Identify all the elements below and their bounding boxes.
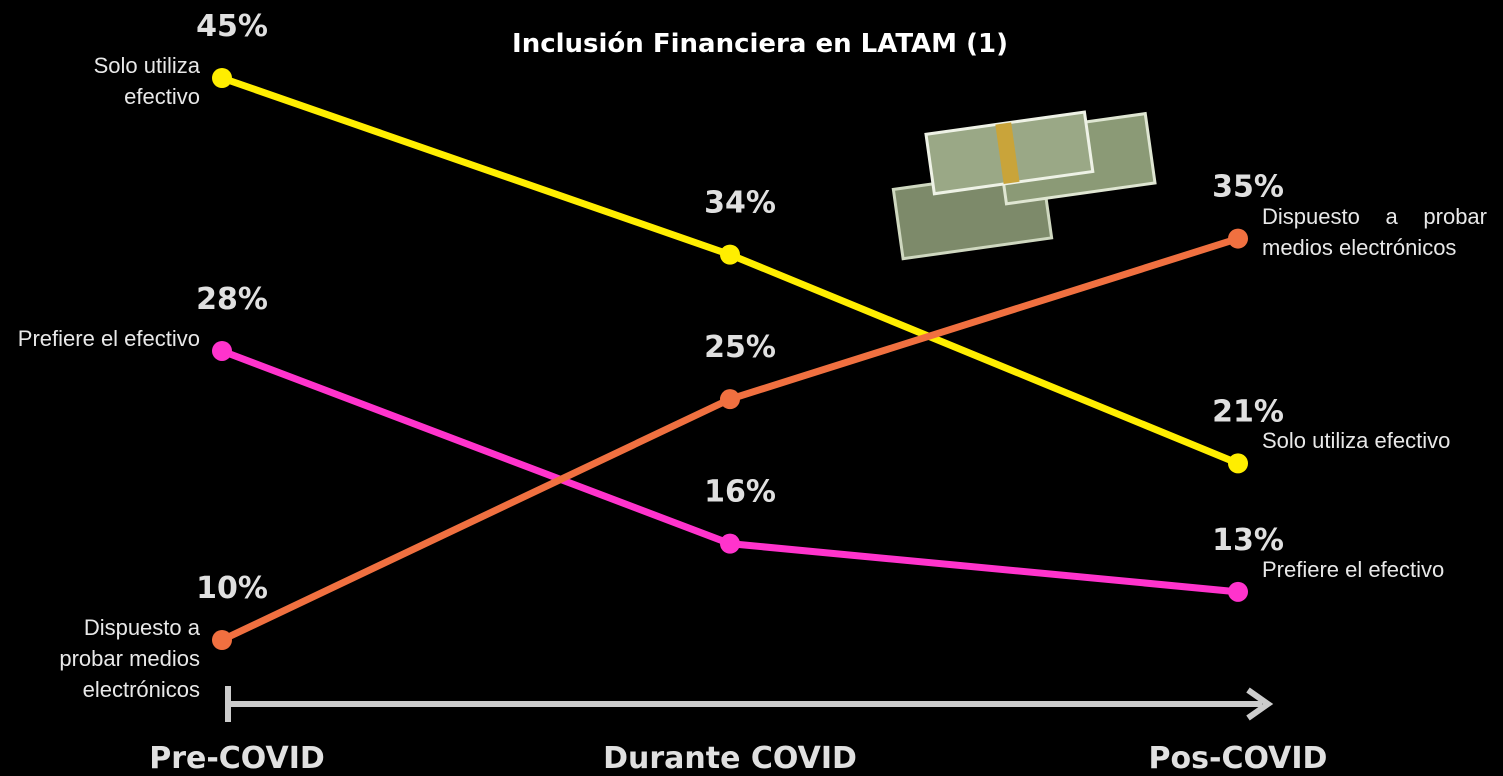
value-label: 25% <box>704 330 776 365</box>
series-label: Prefiere el efectivo <box>1262 554 1487 585</box>
series-line <box>222 351 1238 592</box>
point <box>720 245 740 265</box>
x-tick-label: Pre-COVID <box>149 741 325 776</box>
point <box>1228 582 1248 602</box>
point <box>1228 229 1248 249</box>
point <box>720 534 740 554</box>
series-label: Solo utiliza efectivo <box>1262 425 1487 456</box>
value-label: 10% <box>196 571 268 606</box>
series-label: Solo utiliza efectivo <box>15 50 200 112</box>
point <box>212 68 232 88</box>
chart: Inclusión Financiera en LATAM (1) Pre-CO… <box>0 0 1503 776</box>
value-label: 45% <box>196 9 268 44</box>
value-label: 34% <box>704 186 776 221</box>
point <box>212 341 232 361</box>
point <box>212 630 232 650</box>
value-label: 13% <box>1212 523 1284 558</box>
value-label: 28% <box>196 282 268 317</box>
x-tick-label: Durante COVID <box>603 741 857 776</box>
x-tick-label: Pos-COVID <box>1149 741 1328 776</box>
value-label: 16% <box>704 475 776 510</box>
point <box>720 389 740 409</box>
series-label: Dispuesto a probar medios electrónicos <box>15 612 200 705</box>
value-label: 35% <box>1212 170 1284 205</box>
value-label: 21% <box>1212 394 1284 429</box>
series-label: Dispuesto a probar medios electrónicos <box>1262 201 1487 263</box>
series-label: Prefiere el efectivo <box>15 323 200 354</box>
chart-title: Inclusión Financiera en LATAM (1) <box>512 29 1008 59</box>
point <box>1228 453 1248 473</box>
money-image <box>886 104 1160 259</box>
page: Inclusión Financiera en LATAM (1) Pre-CO… <box>0 0 1503 776</box>
